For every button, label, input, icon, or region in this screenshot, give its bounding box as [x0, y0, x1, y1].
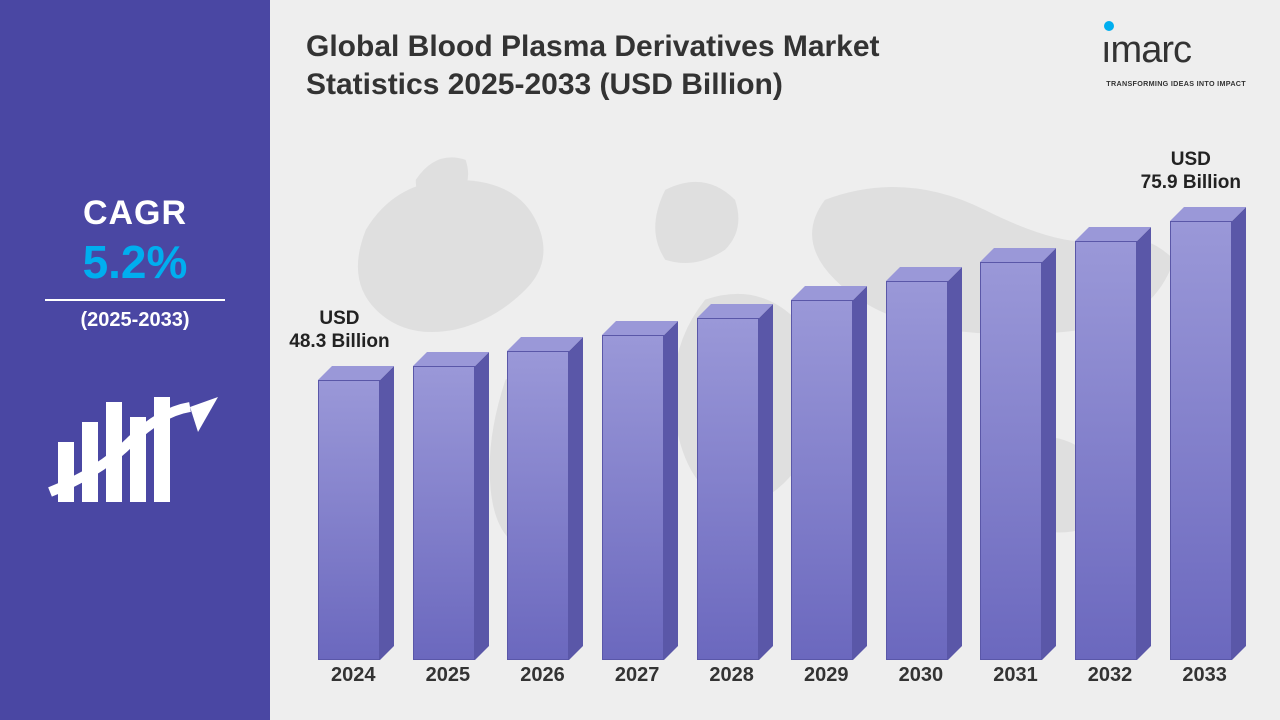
callout-end-l1: USD: [1171, 149, 1211, 170]
bar: [507, 337, 569, 660]
cagr-sidebar: CAGR 5.2% (2025-2033): [0, 0, 270, 720]
x-axis-labels: 2024202520262027202820292030203120322033: [306, 664, 1244, 700]
bar: [791, 286, 853, 660]
main-panel: Global Blood Plasma Derivatives Market S…: [270, 0, 1280, 720]
growth-arrow-icon: [40, 372, 230, 527]
callout-end-l2: 75.9 Billion: [1141, 172, 1241, 193]
chart-area: 2024202520262027202820292030203120322033…: [306, 120, 1244, 700]
bar: [318, 366, 380, 660]
x-axis-label: 2033: [1157, 664, 1244, 700]
imarc-logo-icon: ımarc: [1096, 18, 1246, 72]
title-line-2: Statistics 2025-2033 (USD Billion): [306, 68, 783, 101]
cagr-period: (2025-2033): [81, 309, 190, 332]
bar: [980, 248, 1042, 660]
bar-series: [306, 180, 1244, 660]
bar-slot: [1063, 180, 1150, 660]
callout-start-l1: USD: [319, 308, 359, 329]
cagr-value: 5.2%: [83, 235, 188, 289]
x-axis-label: 2029: [779, 664, 866, 700]
x-axis-label: 2026: [495, 664, 582, 700]
bar-slot: [684, 180, 771, 660]
brand-logo: ımarc TRANSFORMING IDEAS INTO IMPACT: [1096, 18, 1246, 88]
x-axis-label: 2027: [590, 664, 677, 700]
x-axis-label: 2031: [968, 664, 1055, 700]
logo-tagline: TRANSFORMING IDEAS INTO IMPACT: [1096, 79, 1246, 88]
cagr-label: CAGR: [83, 194, 187, 233]
bar-slot: [1157, 180, 1244, 660]
bar-slot: [874, 180, 961, 660]
x-axis-label: 2030: [874, 664, 961, 700]
bar-slot: [401, 180, 488, 660]
bar-slot: [779, 180, 866, 660]
svg-text:ımarc: ımarc: [1101, 29, 1191, 71]
x-axis-label: 2028: [684, 664, 771, 700]
divider: [45, 299, 225, 301]
bar-slot: [590, 180, 677, 660]
bar: [1075, 227, 1137, 660]
x-axis-label: 2025: [401, 664, 488, 700]
x-axis-label: 2032: [1063, 664, 1150, 700]
bar-slot: [306, 180, 393, 660]
x-axis-label: 2024: [306, 664, 393, 700]
callout-end: USD 75.9 Billion: [1141, 149, 1241, 195]
bar-slot: [968, 180, 1055, 660]
bar-slot: [495, 180, 582, 660]
chart-title: Global Blood Plasma Derivatives Market S…: [306, 28, 1046, 103]
callout-start-l2: 48.3 Billion: [289, 331, 389, 352]
bar: [886, 267, 948, 660]
callout-start: USD 48.3 Billion: [289, 308, 389, 354]
bar: [1170, 207, 1232, 660]
bar: [602, 321, 664, 660]
infographic-root: CAGR 5.2% (2025-2033) Global Blood Plasm…: [0, 0, 1280, 720]
title-line-1: Global Blood Plasma Derivatives Market: [306, 30, 880, 63]
bar: [697, 304, 759, 660]
bar: [413, 352, 475, 660]
